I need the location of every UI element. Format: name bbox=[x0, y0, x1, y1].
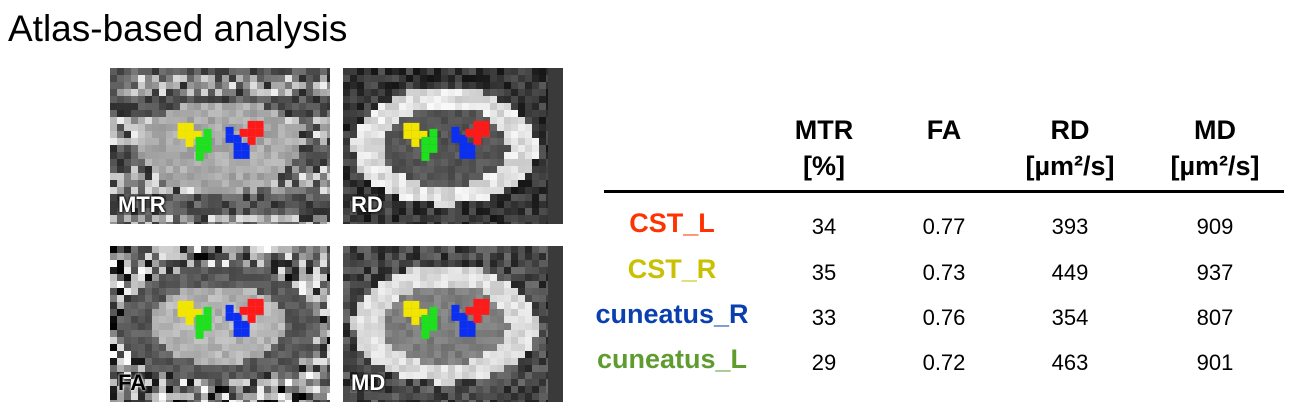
header-fa: FA bbox=[884, 112, 1004, 148]
md-panel-label: MD bbox=[351, 370, 386, 395]
fa-panel-label: FA bbox=[118, 370, 147, 395]
cell: 393 bbox=[1051, 214, 1089, 239]
slide-title: Atlas-based analysis bbox=[8, 8, 348, 49]
header-md: MD [µm²/s] bbox=[1140, 112, 1290, 184]
cell: 29 bbox=[811, 350, 837, 375]
cell: 807 bbox=[1196, 305, 1234, 330]
header-md-name: MD bbox=[1194, 115, 1236, 145]
header-rd-name: RD bbox=[1050, 115, 1090, 145]
mtr-map-svg bbox=[110, 68, 330, 224]
row-name-cst-l: CST_L bbox=[629, 208, 715, 238]
table-header-rule bbox=[604, 190, 1284, 193]
header-rd: RD [µm²/s] bbox=[995, 112, 1145, 184]
rd-panel-label: RD bbox=[351, 192, 383, 217]
cell: 35 bbox=[811, 260, 837, 285]
header-fa-name: FA bbox=[926, 115, 962, 145]
rd-map-svg bbox=[343, 68, 548, 224]
cell: 0.72 bbox=[922, 350, 966, 375]
mtr-panel-label: MTR bbox=[118, 192, 166, 217]
cell: 909 bbox=[1196, 214, 1234, 239]
header-md-unit: [µm²/s] bbox=[1170, 151, 1260, 181]
cell: 937 bbox=[1196, 260, 1234, 285]
header-mtr-name: MTR bbox=[794, 115, 854, 145]
header-mtr: MTR [%] bbox=[764, 112, 884, 184]
cell: 33 bbox=[811, 305, 837, 330]
cell: 0.76 bbox=[922, 305, 966, 330]
row-name-cuneatus-l: cuneatus_L bbox=[596, 344, 748, 374]
rd-map-image: RD bbox=[343, 68, 563, 224]
mtr-map-image: MTR bbox=[110, 68, 330, 224]
fa-map-image: FA bbox=[110, 246, 330, 402]
header-mtr-unit: [%] bbox=[803, 151, 845, 181]
row-name-cuneatus-r: cuneatus_R bbox=[595, 299, 749, 329]
cell: 901 bbox=[1196, 350, 1234, 375]
cell: 354 bbox=[1051, 305, 1089, 330]
md-map-svg bbox=[343, 246, 548, 402]
cell: 0.77 bbox=[922, 214, 966, 239]
cell: 0.73 bbox=[922, 260, 966, 285]
row-name-cst-r: CST_R bbox=[627, 254, 717, 284]
fa-map-svg bbox=[110, 246, 330, 402]
header-rd-unit: [µm²/s] bbox=[1025, 151, 1115, 181]
md-map-image: MD bbox=[343, 246, 563, 402]
cell: 449 bbox=[1051, 260, 1089, 285]
cell: 463 bbox=[1051, 350, 1089, 375]
cell: 34 bbox=[811, 214, 837, 239]
